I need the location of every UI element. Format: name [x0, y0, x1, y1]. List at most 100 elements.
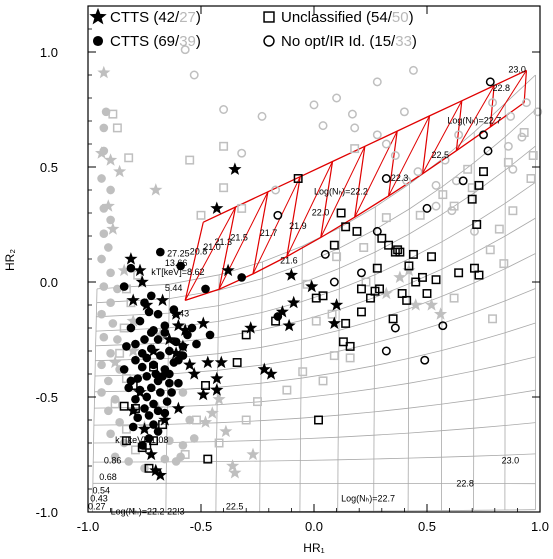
kt-grid-line: [95, 181, 536, 332]
dot-marker: [122, 342, 131, 351]
square-marker: [192, 415, 201, 425]
dot-marker: [133, 374, 143, 383]
dot-marker: [205, 330, 215, 340]
legend-label: CTTS (69/39): [110, 33, 201, 50]
square-marker: [463, 164, 473, 174]
star-marker: [287, 295, 301, 309]
kt-label: 3.43: [172, 309, 190, 319]
nh-label: 22.0: [312, 207, 330, 217]
red-grid-rung: [320, 161, 334, 238]
red-grid-diagonal: [422, 100, 463, 174]
square-marker: [119, 401, 129, 411]
y-tick-label: 1.0: [40, 45, 58, 60]
circle-marker: [189, 70, 199, 80]
dot-marker: [146, 291, 156, 301]
square-marker: [350, 144, 360, 154]
star-marker: [124, 252, 138, 265]
square-marker: [232, 358, 242, 367]
square-marker: [528, 151, 538, 160]
square-marker: [149, 362, 159, 372]
dot-marker: [144, 307, 154, 317]
dot-marker: [146, 344, 156, 354]
red-grid-diagonal: [388, 115, 430, 197]
red-grid-diagonal: [320, 146, 366, 238]
dot-marker: [99, 204, 109, 213]
square-marker: [438, 190, 448, 200]
kt-label: 13.66: [165, 258, 188, 268]
dot-marker: [106, 348, 115, 358]
nh-label: 21.5: [230, 233, 248, 243]
dot-marker: [97, 254, 106, 264]
square-marker: [361, 277, 371, 287]
square-marker: [395, 247, 405, 257]
circle-marker: [390, 323, 400, 333]
star-marker: [282, 318, 296, 332]
star-marker: [246, 447, 260, 461]
dot-marker: [144, 411, 154, 420]
dot-marker: [187, 323, 197, 333]
red-grid-edge-top: [203, 69, 527, 223]
red-grid-rung: [218, 206, 237, 290]
y-tick-label: 0.5: [40, 160, 58, 175]
dot-marker: [160, 328, 170, 337]
faint-sources: [95, 45, 543, 479]
dot-marker: [131, 339, 140, 349]
square-marker: [336, 208, 346, 218]
star-marker: [97, 65, 111, 79]
square-marker: [158, 420, 168, 430]
kt-grid-line: [93, 422, 536, 444]
star-marker: [257, 362, 271, 375]
square-marker: [479, 167, 488, 177]
circle-marker: [447, 206, 457, 216]
dot-marker: [97, 388, 106, 397]
square-marker: [431, 275, 441, 285]
dot-marker: [151, 369, 161, 379]
circle-marker: [402, 176, 412, 186]
square-marker: [293, 174, 303, 183]
star-marker: [178, 323, 192, 336]
star-marker: [126, 344, 140, 357]
square-marker: [219, 183, 229, 193]
square-marker: [263, 11, 275, 23]
square-marker: [415, 210, 425, 220]
axis-ticks: -1.0 -0.5 0.0 0.5 1.0 -1.0 -0.5 0.0 0.5 1.0: [36, 5, 549, 534]
square-marker: [526, 174, 536, 183]
circle-marker: [390, 151, 400, 160]
legend-label: CTTS (42/27): [110, 9, 201, 26]
square-marker: [298, 367, 308, 377]
kt-grid-line: [94, 356, 536, 409]
y-tick-label: 0.0: [40, 275, 58, 290]
dot-marker: [140, 298, 149, 308]
square-marker: [241, 330, 251, 340]
nh-label: 22.3: [167, 506, 185, 516]
nh-label: Log(Nₕ)=22.2: [111, 506, 165, 516]
nh-label: Log(Nₕ)=22.2: [314, 187, 368, 197]
circle-marker: [219, 105, 229, 114]
square-marker: [388, 314, 398, 324]
dot-marker: [137, 348, 147, 358]
circle-marker: [483, 146, 493, 156]
nh-grid-line: [441, 159, 443, 511]
kt-grid-line: [96, 74, 536, 290]
square-marker: [499, 259, 509, 269]
nh-grid-line: [473, 132, 475, 511]
square-marker: [474, 270, 484, 280]
circle-marker: [318, 121, 328, 131]
star-marker: [244, 321, 258, 334]
square-marker: [327, 309, 337, 319]
x-tick-label: 1.0: [531, 519, 549, 534]
dot-marker: [106, 268, 115, 278]
dot-marker: [201, 284, 210, 294]
red-grid-diagonal: [455, 85, 495, 151]
circle-marker: [381, 174, 391, 183]
star-marker: [393, 270, 407, 283]
star-marker: [149, 463, 163, 477]
red-grid-rung: [455, 100, 463, 151]
square-marker: [488, 314, 498, 324]
dot-marker: [192, 339, 201, 349]
star-marker: [434, 307, 448, 320]
nh-label: 22.5: [432, 150, 450, 160]
dot-marker: [106, 298, 115, 308]
square-marker: [241, 415, 251, 425]
star-marker: [135, 275, 149, 288]
